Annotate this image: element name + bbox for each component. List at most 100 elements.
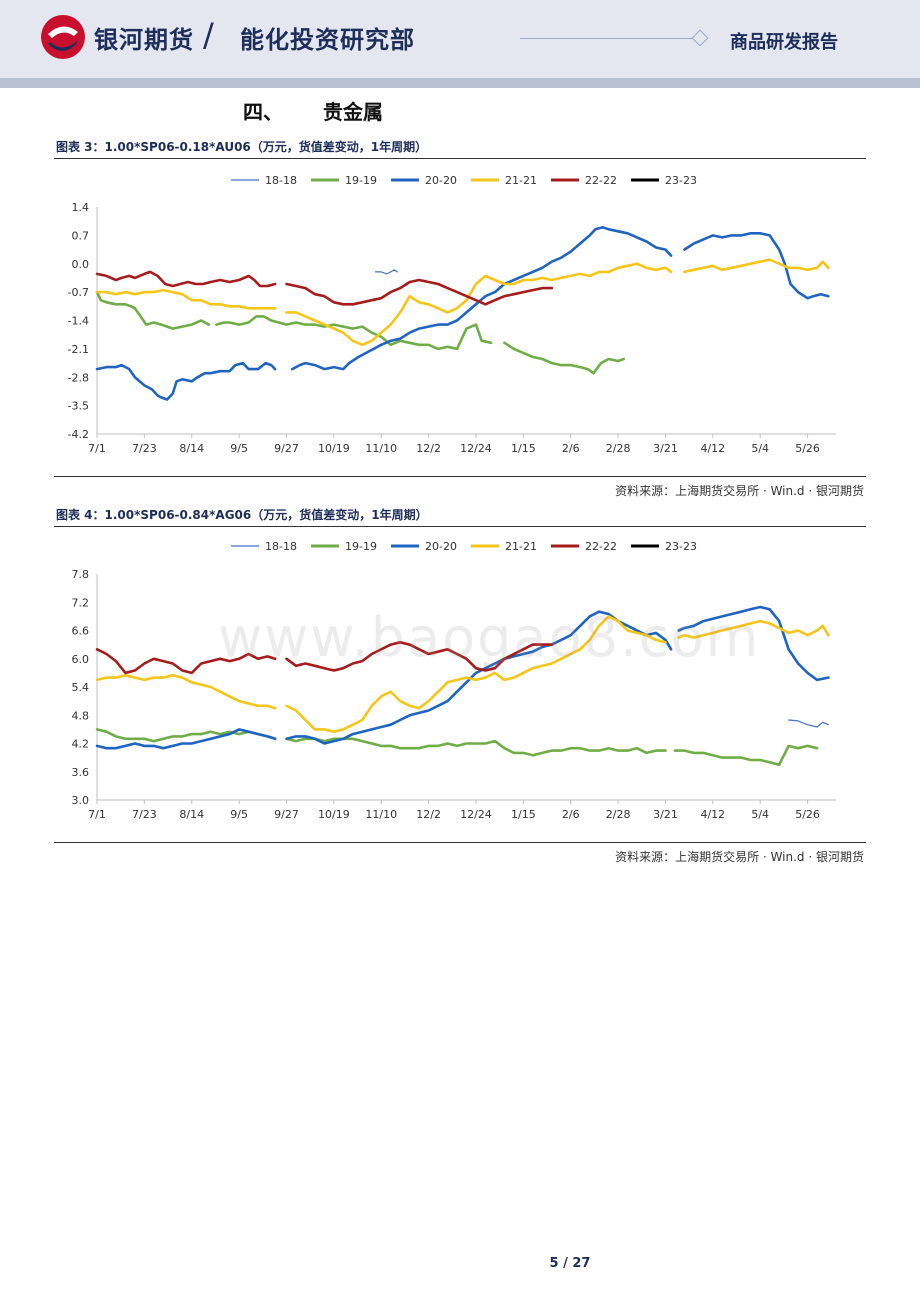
y-tick-label: 4.2 <box>72 738 90 751</box>
chart-4-source: 资料来源：上海期货交易所 · Win.d · 银河期货 <box>615 850 864 864</box>
legend-label-18-18: 18-18 <box>265 540 297 553</box>
x-tick-label: 5/4 <box>751 808 769 821</box>
series-line-19-19 <box>673 744 819 766</box>
x-tick-label: 9/5 <box>230 808 248 821</box>
y-tick-label: 3.6 <box>72 766 90 779</box>
series-line-22-22 <box>285 641 554 672</box>
x-tick-label: 4/12 <box>700 442 725 455</box>
section-title: 贵金属 <box>323 100 383 124</box>
legend-label-19-19: 19-19 <box>345 174 377 187</box>
x-tick-label: 2/28 <box>606 442 631 455</box>
series-line-19-19 <box>503 341 626 375</box>
y-tick-label: 7.2 <box>72 596 90 609</box>
legend-label-21-21: 21-21 <box>505 540 537 553</box>
y-tick-label: 5.4 <box>72 681 90 694</box>
x-tick-label: 7/23 <box>132 808 157 821</box>
y-tick-label: -2.1 <box>68 343 89 356</box>
series-line-21-21 <box>95 288 277 310</box>
series-line-20-20 <box>95 728 277 750</box>
chart-4-top-rule <box>54 526 866 527</box>
header-bar <box>0 78 920 88</box>
x-tick-label: 10/19 <box>318 808 350 821</box>
x-tick-label: 5/4 <box>751 442 769 455</box>
x-tick-label: 5/26 <box>795 808 820 821</box>
report-type: 商品研发报告 <box>730 32 838 53</box>
x-tick-label: 10/19 <box>318 442 350 455</box>
y-tick-label: 6.0 <box>72 653 90 666</box>
chart-3: 18-18 19-19 20-20 21-21 22-22 23-23 1.4 0.7 0.0 -… <box>68 174 836 455</box>
series-line-19-19 <box>215 315 493 351</box>
series-line-20-20 <box>95 361 277 401</box>
x-tick-label: 11/10 <box>365 442 397 455</box>
page-current: 5 <box>549 1256 559 1271</box>
series-line-19-19 <box>285 737 667 757</box>
header-divider-line <box>520 38 700 39</box>
chart-3-bottom-rule <box>54 476 866 477</box>
chart-4: 18-18 19-19 20-20 21-21 22-22 23-23 7.8 7.2 6.6 6… <box>72 540 836 821</box>
x-tick-label: 8/14 <box>179 442 204 455</box>
x-tick-label: 8/14 <box>179 808 204 821</box>
legend-label-22-22: 22-22 <box>585 540 617 553</box>
y-tick-label: -1.4 <box>68 315 89 328</box>
section-heading: 四、 贵金属 <box>243 96 383 125</box>
x-tick-label: 9/5 <box>230 442 248 455</box>
y-tick-label: 3.0 <box>72 794 90 807</box>
y-tick-label: 1.4 <box>72 201 90 214</box>
x-tick-label: 12/2 <box>416 442 441 455</box>
legend-label-23-23: 23-23 <box>665 540 697 553</box>
x-tick-label: 4/12 <box>700 808 725 821</box>
header-slash: / <box>203 16 214 54</box>
series-line-19-19 <box>95 290 211 330</box>
y-tick-label: 6.6 <box>72 625 90 638</box>
y-tick-label: 4.8 <box>72 709 90 722</box>
x-tick-label: 9/27 <box>274 808 299 821</box>
legend-label-18-18: 18-18 <box>265 174 297 187</box>
series-line-18-18 <box>787 719 830 728</box>
galaxy-futures-logo <box>41 15 85 59</box>
y-tick-label: 0.0 <box>72 258 90 271</box>
x-tick-label: 11/10 <box>365 808 397 821</box>
chart-4-title: 图表 4：1.00*SP06-0.84*AG06（万元，货值差变动，1年周期） <box>56 508 428 522</box>
x-tick-label: 2/28 <box>606 808 631 821</box>
chart-3-title: 图表 3：1.00*SP06-0.18*AU06（万元，货值差变动，1年周期） <box>56 140 428 154</box>
diamond-icon <box>691 29 709 47</box>
page-total: 27 <box>572 1256 591 1271</box>
y-tick-label: -4.2 <box>68 428 89 441</box>
x-tick-label: 3/21 <box>653 808 678 821</box>
series-line-22-22 <box>95 648 277 675</box>
y-tick-label: 7.8 <box>72 568 90 581</box>
brand-name: 银河期货 <box>94 26 194 54</box>
legend-label-20-20: 20-20 <box>425 174 457 187</box>
series-line-21-21 <box>683 258 830 274</box>
legend-label-20-20: 20-20 <box>425 540 457 553</box>
chart-4-bottom-rule <box>54 842 866 843</box>
series-line-20-20 <box>290 226 673 371</box>
legend-label-23-23: 23-23 <box>665 174 697 187</box>
page-header: 银河期货 / 能化投资研究部 商品研发报告 <box>0 0 920 78</box>
series-line-21-21 <box>285 262 673 347</box>
x-tick-label: 3/21 <box>653 442 678 455</box>
department-name: 能化投资研究部 <box>240 26 415 54</box>
y-tick-label: 0.7 <box>72 229 90 242</box>
chart-3-source: 资料来源：上海期货交易所 · Win.d · 银河期货 <box>615 484 864 498</box>
page-number: 5 / 27 <box>0 1256 920 1271</box>
y-tick-label: -3.5 <box>68 400 89 413</box>
series-line-21-21 <box>95 673 277 710</box>
x-tick-label: 2/6 <box>562 442 580 455</box>
x-tick-label: 1/15 <box>511 442 536 455</box>
series-line-21-21 <box>677 619 830 639</box>
series-line-22-22 <box>285 278 554 306</box>
x-tick-label: 5/26 <box>795 442 820 455</box>
legend-label-21-21: 21-21 <box>505 174 537 187</box>
page-separator: / <box>563 1256 568 1271</box>
x-tick-label: 12/24 <box>460 442 492 455</box>
x-tick-label: 2/6 <box>562 808 580 821</box>
x-tick-label: 9/27 <box>274 442 299 455</box>
x-tick-label: 7/1 <box>88 808 106 821</box>
y-tick-label: -0.7 <box>68 286 89 299</box>
watermark: www.baogao8.com <box>218 606 761 669</box>
section-number: 四、 <box>243 100 283 124</box>
legend-label-19-19: 19-19 <box>345 540 377 553</box>
series-line-20-20 <box>677 605 830 682</box>
series-line-20-20 <box>683 232 830 300</box>
